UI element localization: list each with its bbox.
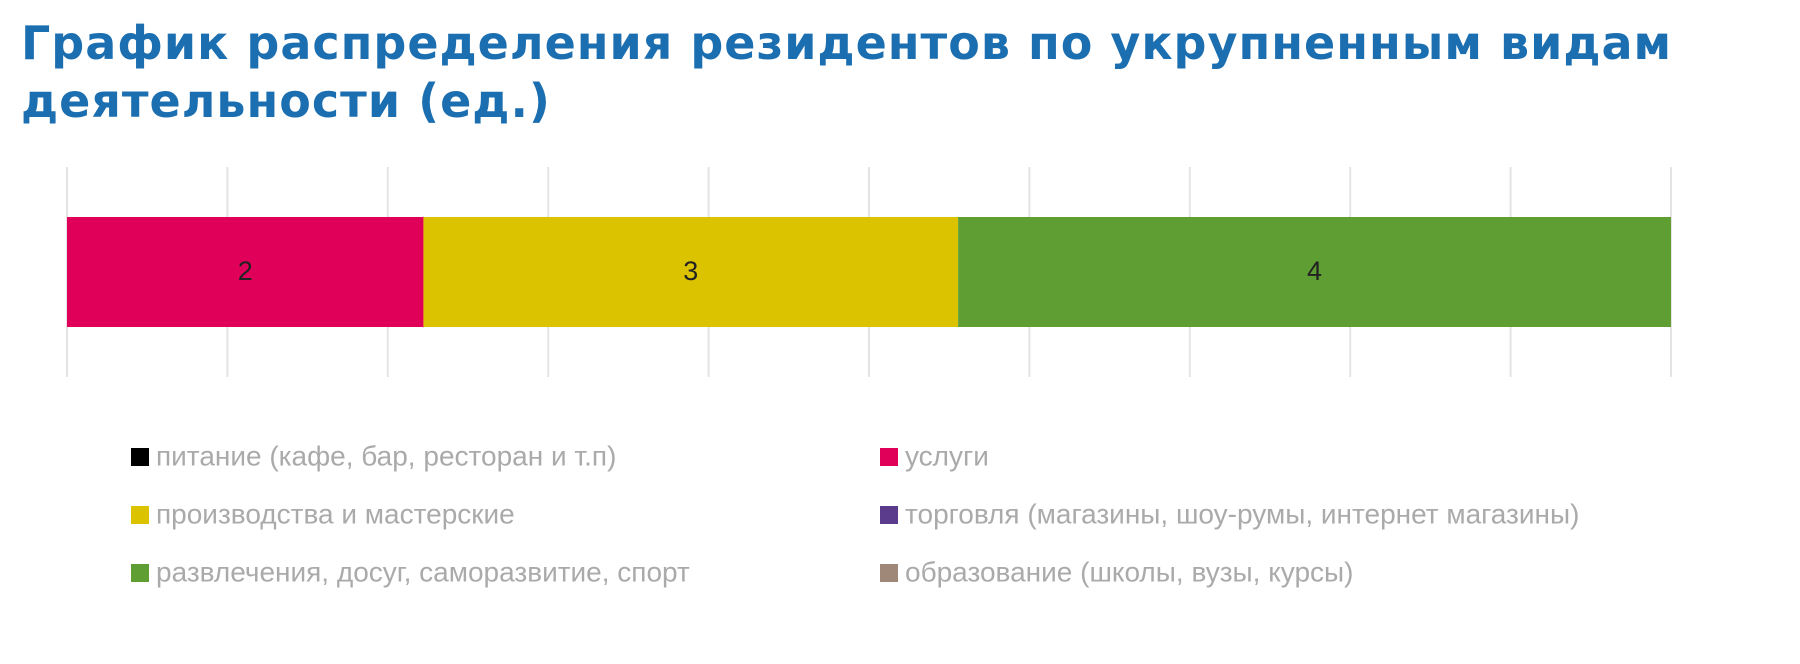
- bar-segment: [67, 217, 424, 327]
- legend-label: питание (кафе, бар, ресторан и т.п): [156, 440, 616, 471]
- data-label: 3: [683, 256, 698, 286]
- legend-label: услуги: [905, 440, 989, 471]
- legend-swatch: [880, 448, 898, 466]
- data-label: 2: [238, 256, 253, 286]
- legend-swatch: [131, 506, 149, 524]
- data-label: 4: [1307, 256, 1322, 286]
- legend-label: торговля (магазины, шоу-румы, интернет м…: [905, 498, 1579, 529]
- legend-swatch: [131, 564, 149, 582]
- legend-swatch: [880, 506, 898, 524]
- legend-swatch: [131, 448, 149, 466]
- legend-label: производства и мастерские: [156, 498, 515, 529]
- legend-swatch: [880, 564, 898, 582]
- bar-segment: [423, 217, 959, 327]
- bar-segment: [958, 217, 1671, 327]
- legend-label: развлечения, досуг, саморазвитие, спорт: [156, 556, 690, 587]
- chart-title: График распределения резидентов по укруп…: [21, 16, 1673, 128]
- legend-label: образование (школы, вузы, курсы): [905, 556, 1354, 587]
